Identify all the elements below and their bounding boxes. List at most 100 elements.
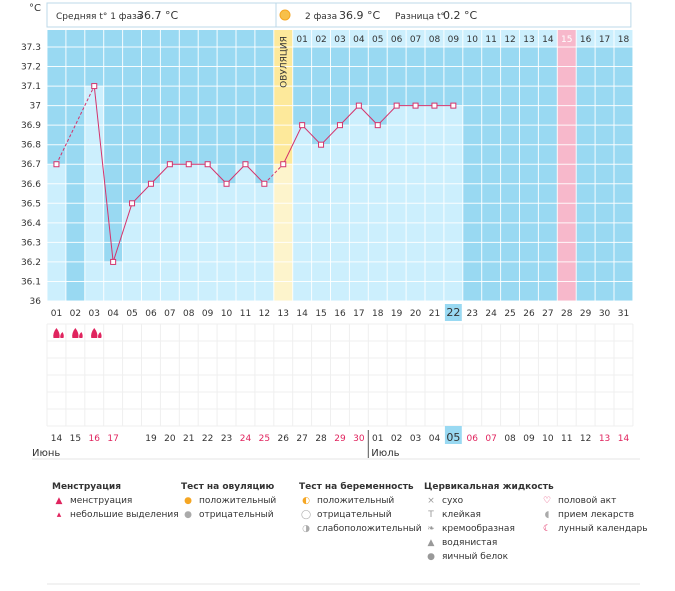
calendar-date: 13: [599, 434, 610, 444]
cycle-day-label: 23: [467, 309, 478, 319]
temp-point: [204, 161, 211, 168]
y-tick-label: 36: [30, 297, 42, 307]
calendar-date: 01: [372, 434, 383, 444]
temp-point: [374, 122, 381, 129]
temp-bar: [84, 86, 104, 301]
cycle-day-label: 08: [183, 309, 195, 319]
temp-line-segment: [263, 163, 284, 185]
calendar-date: 30: [353, 434, 365, 444]
today-highlight: [444, 426, 462, 444]
temp-bar: [273, 164, 293, 301]
cycle-day-label: 05: [126, 309, 137, 319]
temp-point: [166, 161, 173, 168]
phase2-day-number: 12: [504, 35, 515, 45]
legend-item: ● положительный: [181, 495, 276, 507]
y-tick-label: 36.5: [21, 199, 41, 209]
temp-point: [129, 200, 136, 207]
calendar-date: 16: [89, 434, 101, 444]
temp-bar: [330, 125, 350, 302]
menstruation-icon-small: [60, 332, 64, 338]
pregnancy-negative-icon: ◯: [300, 510, 312, 520]
legend-item: ♡ половой акт: [540, 495, 616, 507]
calendar-date: 27: [296, 434, 307, 444]
phase2-day-number: 06: [391, 35, 403, 45]
legend-item-label: положительный: [317, 496, 395, 506]
phase2-day-number: 05: [372, 35, 383, 45]
cycle-day-label: 02: [70, 309, 81, 319]
cycle-day-label: 27: [542, 309, 553, 319]
ovulation-label: ОВУЛЯЦИЯ: [279, 36, 289, 88]
cycle-day-label: 31: [618, 309, 629, 319]
legend-item-label: положительный: [199, 496, 277, 506]
creamy-icon: ❧: [427, 524, 435, 534]
legend-item-label: менструация: [70, 496, 133, 506]
temp-point: [336, 122, 343, 129]
phase2-day-number: 07: [410, 35, 421, 45]
cycle-day-label: 06: [145, 309, 157, 319]
calendar-date: 25: [259, 434, 270, 444]
y-unit-label: °C: [29, 3, 41, 14]
temp-bar: [236, 164, 255, 301]
menstruation-icon-small: [79, 332, 83, 338]
legend-item: ▲ водянистая: [424, 537, 498, 549]
calendar-date: 03: [410, 434, 421, 444]
cycle-day-label: 07: [164, 309, 175, 319]
current-day-highlight: [444, 304, 462, 321]
calendar-date: 26: [278, 434, 290, 444]
temp-line-segment: [301, 124, 322, 146]
legend-item-label: кремообразная: [442, 524, 515, 534]
calendar-date: 29: [334, 434, 346, 444]
temp-point: [223, 180, 230, 187]
legend-item: ◑ слабоположительный: [299, 523, 422, 535]
temp-line-segment: [282, 124, 303, 165]
legend-item-label: яичный белок: [442, 552, 509, 562]
legend-group-title: Цервикальная жидкость: [424, 482, 554, 492]
menstruation-icon: [72, 328, 79, 338]
calendar-date: 11: [561, 434, 572, 444]
calendar-date: 14: [51, 434, 63, 444]
phase2-day-number: 08: [429, 35, 441, 45]
legend-item: ☾ лунный календарь: [540, 523, 648, 535]
temp-line-segment: [339, 105, 360, 126]
calendar-date: 04: [429, 434, 441, 444]
temp-point: [147, 180, 154, 187]
phase2-day-number: 02: [315, 35, 326, 45]
legend-item-label: водянистая: [442, 538, 498, 548]
temp-bar: [179, 164, 199, 301]
phase1-value: 36.7 °C: [137, 9, 178, 22]
sun-negative-icon: ●: [184, 510, 192, 520]
menstruation-icon: [91, 328, 98, 338]
y-tick-label: 37.1: [21, 82, 41, 92]
cycle-day-label: 26: [523, 309, 535, 319]
calendar-date: 07: [485, 434, 496, 444]
cycle-day-label: 17: [353, 309, 364, 319]
cycle-day-label: 18: [372, 309, 384, 319]
temp-bar: [368, 125, 388, 302]
calendar-date: 09: [523, 434, 535, 444]
phase2-day-number: 04: [353, 35, 365, 45]
header-bar: [46, 2, 632, 28]
temp-point: [318, 141, 325, 148]
drop-large-icon: ▲: [55, 496, 63, 506]
cycle-day-label: 09: [202, 309, 214, 319]
phase2-day-number: 16: [580, 35, 592, 45]
temp-line-segment: [245, 163, 265, 185]
cycle-day-label: 01: [51, 309, 62, 319]
cycle-day-label: 03: [89, 309, 100, 319]
calendar-date: 14: [618, 434, 630, 444]
legend-item-label: клейкая: [442, 510, 481, 520]
cycle-day-label: 24: [485, 309, 497, 319]
cycle-day-label: 10: [221, 309, 233, 319]
temp-point: [355, 102, 362, 109]
legend-item-label: сухо: [442, 496, 464, 506]
y-tick-label: 36.8: [21, 141, 41, 151]
y-tick-label: 36.2: [21, 258, 41, 268]
month-label-july: Июль: [371, 448, 399, 459]
month-label-june: Июнь: [32, 448, 60, 459]
heart-icon: ♡: [542, 496, 552, 506]
y-tick-label: 36.9: [21, 121, 41, 131]
calendar-date: 17: [107, 434, 118, 444]
phase1-label: Средняя t° 1 фаза: [56, 12, 142, 22]
